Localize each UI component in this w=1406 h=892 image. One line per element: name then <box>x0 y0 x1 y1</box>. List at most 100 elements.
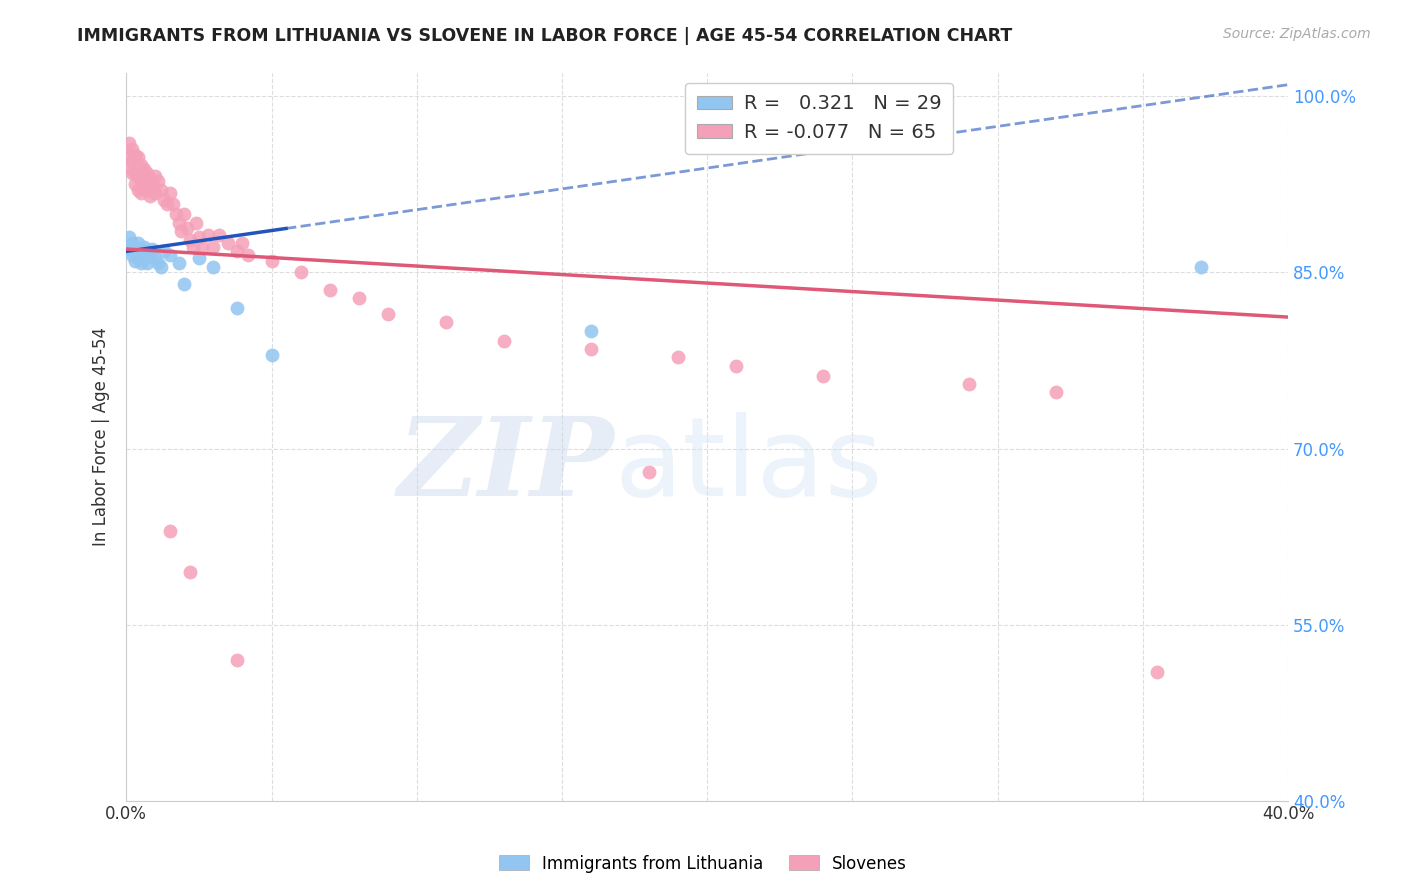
Point <box>725 359 748 374</box>
Point <box>191 240 214 254</box>
Point <box>138 189 160 203</box>
Point <box>225 301 247 315</box>
Legend: Immigrants from Lithuania, Slovenes: Immigrants from Lithuania, Slovenes <box>492 848 914 880</box>
Point <box>135 183 157 197</box>
Point <box>492 334 515 348</box>
Point <box>167 256 190 270</box>
Text: IMMIGRANTS FROM LITHUANIA VS SLOVENE IN LABOR FORCE | AGE 45-54 CORRELATION CHAR: IMMIGRANTS FROM LITHUANIA VS SLOVENE IN … <box>77 27 1012 45</box>
Point <box>231 236 253 251</box>
Point <box>138 171 160 186</box>
Point <box>347 291 370 305</box>
Point <box>176 220 198 235</box>
Point <box>156 197 179 211</box>
Point <box>165 207 187 221</box>
Point <box>118 160 141 174</box>
Point <box>143 186 166 200</box>
Point <box>124 242 146 256</box>
Point <box>173 207 195 221</box>
Point <box>118 148 141 162</box>
Point <box>141 242 163 256</box>
Point <box>260 253 283 268</box>
Point <box>170 224 193 238</box>
Point <box>434 315 457 329</box>
Point <box>290 265 312 279</box>
Point <box>162 197 184 211</box>
Point <box>159 186 181 200</box>
Point <box>153 244 176 259</box>
Point <box>132 181 155 195</box>
Point <box>173 277 195 292</box>
Point <box>159 248 181 262</box>
Point <box>1045 385 1067 400</box>
Point <box>132 240 155 254</box>
Text: atlas: atlas <box>614 412 883 519</box>
Point <box>148 256 170 270</box>
Point <box>135 244 157 259</box>
Point <box>121 153 143 168</box>
Point <box>150 260 173 274</box>
Y-axis label: In Labor Force | Age 45-54: In Labor Force | Age 45-54 <box>93 327 110 546</box>
Point <box>127 236 149 251</box>
Point <box>118 230 141 244</box>
Point <box>159 524 181 538</box>
Point <box>143 169 166 184</box>
Point <box>141 178 163 192</box>
Point <box>181 240 204 254</box>
Point <box>129 157 152 171</box>
Text: Source: ZipAtlas.com: Source: ZipAtlas.com <box>1223 27 1371 41</box>
Point <box>150 183 173 197</box>
Point <box>124 148 146 162</box>
Point <box>813 368 835 383</box>
Point <box>118 242 141 256</box>
Point <box>129 174 152 188</box>
Point <box>129 186 152 200</box>
Point <box>318 283 340 297</box>
Point <box>124 253 146 268</box>
Point <box>238 248 260 262</box>
Point <box>208 227 231 242</box>
Point <box>1146 665 1168 679</box>
Point <box>132 162 155 177</box>
Point <box>225 653 247 667</box>
Point <box>1189 260 1212 274</box>
Point <box>143 252 166 266</box>
Point <box>118 136 141 151</box>
Point <box>127 183 149 197</box>
Point <box>132 252 155 266</box>
Point <box>167 216 190 230</box>
Point <box>377 307 399 321</box>
Point <box>957 376 980 391</box>
Point <box>153 193 176 207</box>
Point <box>179 233 201 247</box>
Point <box>124 166 146 180</box>
Point <box>225 244 247 259</box>
Point <box>127 151 149 165</box>
Point <box>129 256 152 270</box>
Point <box>217 236 239 251</box>
Point <box>579 324 602 338</box>
Point <box>187 230 209 244</box>
Point <box>121 236 143 251</box>
Point <box>121 166 143 180</box>
Point <box>121 142 143 156</box>
Point <box>135 256 157 270</box>
Text: ZIP: ZIP <box>398 412 614 520</box>
Point <box>121 248 143 262</box>
Point <box>579 342 602 356</box>
Point <box>638 465 661 479</box>
Point <box>260 348 283 362</box>
Point <box>135 166 157 180</box>
Point <box>129 244 152 259</box>
Point <box>202 240 225 254</box>
Point <box>148 174 170 188</box>
Point <box>179 565 201 579</box>
Point <box>127 252 149 266</box>
Point <box>127 169 149 184</box>
Point <box>124 178 146 192</box>
Point <box>184 216 207 230</box>
Point <box>187 252 209 266</box>
Point <box>197 227 219 242</box>
Point <box>202 260 225 274</box>
Legend: R =   0.321   N = 29, R = -0.077   N = 65: R = 0.321 N = 29, R = -0.077 N = 65 <box>685 83 953 153</box>
Point <box>138 248 160 262</box>
